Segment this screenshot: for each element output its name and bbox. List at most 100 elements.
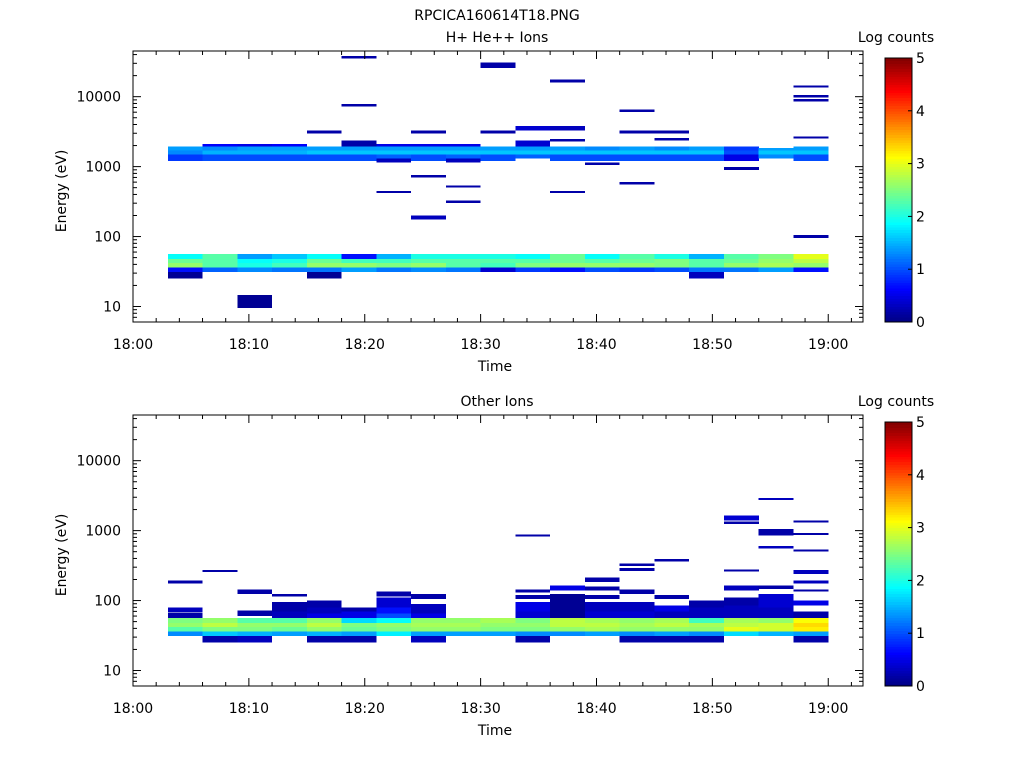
- heatmap-cell: [480, 626, 516, 632]
- colorbar-swatch: [885, 625, 912, 629]
- colorbar-swatch: [885, 121, 912, 125]
- heatmap-cell: [306, 130, 342, 134]
- colorbar-swatch: [885, 131, 912, 136]
- heatmap-cell: [584, 258, 620, 263]
- heatmap-cell: [376, 267, 412, 273]
- colorbar-swatch: [885, 583, 912, 587]
- colorbar-swatch: [885, 300, 912, 305]
- colorbar-swatch: [885, 670, 912, 674]
- heatmap-cell: [272, 267, 307, 273]
- heatmap-cell: [619, 130, 655, 134]
- heatmap-cell: [445, 150, 481, 155]
- heatmap-cell: [724, 605, 759, 619]
- heatmap-cell: [654, 138, 690, 141]
- heatmap-cell: [689, 262, 724, 268]
- colorbar-swatch: [885, 195, 912, 199]
- heatmap-cell: [689, 636, 724, 643]
- colorbar-swatch: [885, 319, 912, 323]
- colorbar-swatch: [885, 464, 912, 468]
- x-tick-label: 18:30: [460, 701, 500, 717]
- heatmap-cell: [411, 618, 446, 623]
- heatmap-cell: [272, 144, 307, 147]
- heatmap-cell: [793, 636, 829, 643]
- heatmap-cell: [689, 600, 724, 608]
- colorbar-tick-label: 4: [916, 104, 925, 120]
- heatmap-cell: [376, 631, 412, 637]
- heatmap-cell: [272, 611, 307, 619]
- heatmap-cell: [550, 190, 585, 193]
- heatmap-cell: [515, 622, 551, 627]
- heatmap-cell: [515, 146, 551, 151]
- heatmap-cell: [689, 622, 724, 627]
- colorbar-swatch: [885, 287, 912, 291]
- heatmap-cell: [550, 622, 585, 627]
- colorbar-swatch: [885, 590, 912, 595]
- colorbar-swatch: [885, 527, 912, 531]
- heatmap-cell: [550, 585, 585, 591]
- heatmap-cell: [515, 267, 551, 273]
- x-tick-label: 18:20: [345, 337, 385, 353]
- heatmap-cell: [341, 267, 377, 273]
- heatmap-cell: [445, 200, 481, 204]
- heatmap-cell: [411, 254, 446, 259]
- y-tick-label: 100: [94, 594, 121, 610]
- colorbar-frame: [884, 57, 913, 323]
- heatmap-cell: [758, 254, 794, 259]
- heatmap-cell: [758, 593, 794, 608]
- colorbar-swatch: [885, 659, 912, 663]
- heatmap-cell: [480, 262, 516, 268]
- heatmap-cell: [480, 62, 516, 66]
- colorbar-swatch: [885, 635, 912, 640]
- heatmap-cell: [237, 622, 273, 627]
- heatmap-cell: [793, 136, 829, 139]
- colorbar-swatch: [885, 561, 912, 566]
- heatmap-cell: [689, 258, 724, 263]
- colorbar-tick-label: 0: [916, 315, 925, 331]
- colorbar-swatch: [885, 445, 912, 449]
- heatmap-cell: [341, 631, 377, 637]
- colorbar-swatch: [885, 100, 912, 104]
- colorbar-swatch: [885, 511, 912, 515]
- heatmap-cell: [272, 258, 307, 263]
- heatmap-cell: [480, 254, 516, 259]
- heatmap-cell: [237, 146, 273, 151]
- heatmap-cell: [272, 146, 307, 151]
- heatmap-cell: [411, 631, 446, 637]
- heatmap-cell: [793, 146, 829, 151]
- colorbar-swatch: [885, 150, 912, 154]
- heatmap-cells: [167, 497, 829, 643]
- heatmap-cell: [758, 154, 794, 159]
- colorbar-swatch: [885, 303, 912, 307]
- heatmap-cell: [480, 622, 516, 627]
- heatmap-cell: [411, 603, 446, 614]
- heatmap-cell: [306, 267, 342, 273]
- colorbar-swatch: [885, 501, 912, 505]
- colorbar-swatch: [885, 182, 912, 186]
- heatmap-cell: [724, 521, 759, 524]
- colorbar-tick-label: 5: [916, 415, 925, 431]
- heatmap-cell: [724, 267, 759, 273]
- heatmap-cell: [724, 515, 759, 521]
- heatmap-cell: [237, 626, 273, 632]
- colorbar-swatch: [885, 453, 912, 457]
- y-tick-label: 1000: [85, 524, 121, 540]
- colorbar-swatch: [885, 110, 912, 115]
- colorbar-swatch: [885, 519, 912, 523]
- heatmap-cell: [584, 631, 620, 637]
- colorbar-swatch: [885, 580, 912, 584]
- heatmap-cell: [411, 215, 446, 220]
- heatmap-cell: [724, 585, 759, 591]
- colorbar-swatch: [885, 656, 912, 661]
- heatmap-cell: [550, 154, 585, 162]
- heatmap-cell: [619, 258, 655, 263]
- colorbar-swatch: [885, 205, 912, 210]
- heatmap-cell: [411, 154, 446, 162]
- heatmap-cell: [793, 520, 829, 523]
- heatmap-cell: [411, 593, 446, 600]
- colorbar-swatch: [885, 474, 912, 479]
- y-axis-label: Energy (eV): [54, 514, 70, 597]
- heatmap-cell: [584, 595, 620, 600]
- heatmap-cell: [376, 150, 412, 155]
- colorbar-swatch: [885, 226, 912, 231]
- heatmap-cell: [445, 618, 481, 623]
